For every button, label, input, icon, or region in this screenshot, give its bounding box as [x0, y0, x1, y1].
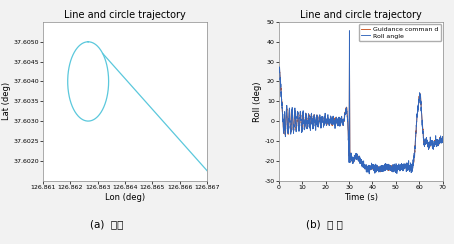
Roll angle: [435, 144, 441, 147]
Line: Guidance comman d: Guidance comman d: [279, 62, 443, 172]
Guidance comman d: [435, 142, 441, 145]
Title: Line and circle trajectory: Line and circle trajectory: [64, 10, 186, 20]
Guidance comman d: [285, 117, 290, 120]
Guidance comman d: [347, 61, 352, 64]
Guidance comman d: [440, 137, 445, 140]
Roll angle: [405, 165, 411, 168]
Roll angle: [356, 160, 361, 163]
Roll angle: [351, 156, 357, 159]
Line: Roll angle: Roll angle: [279, 31, 443, 174]
Guidance comman d: [435, 142, 441, 144]
Y-axis label: Lat (deg): Lat (deg): [1, 82, 10, 120]
Legend: Guidance comman d, Roll angle: Guidance comman d, Roll angle: [359, 24, 441, 41]
Guidance comman d: [405, 163, 411, 166]
Guidance comman d: [276, 68, 281, 71]
Roll angle: [435, 142, 441, 145]
X-axis label: Time (s): Time (s): [344, 193, 378, 202]
X-axis label: Lon (deg): Lon (deg): [105, 193, 145, 202]
Guidance comman d: [351, 157, 357, 160]
Roll angle: [347, 29, 352, 32]
Text: (a)  경로: (a) 경로: [90, 219, 123, 229]
Roll angle: [276, 65, 281, 68]
Roll angle: [440, 139, 445, 142]
Text: (b)  롤 각: (b) 롤 각: [306, 219, 343, 229]
Guidance comman d: [356, 157, 361, 160]
Guidance comman d: [378, 171, 383, 173]
Y-axis label: Roll (deg): Roll (deg): [253, 81, 262, 122]
Title: Line and circle trajectory: Line and circle trajectory: [300, 10, 422, 20]
Roll angle: [285, 118, 290, 121]
Roll angle: [366, 173, 372, 175]
